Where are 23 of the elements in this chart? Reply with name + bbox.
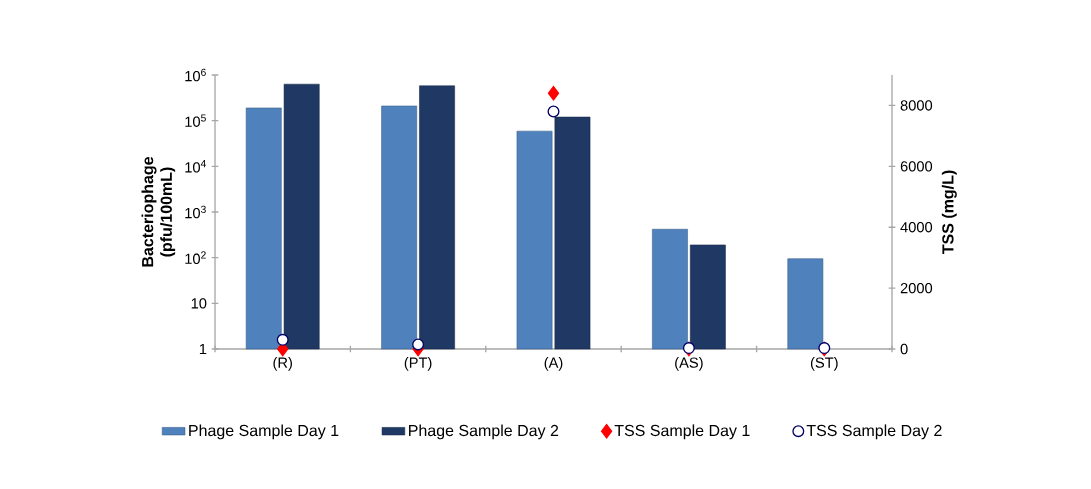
y-tick-label: 10$^{4}$ — [185, 160, 206, 173]
y-tick-label: 10$^{2}$ — [185, 251, 206, 264]
y-tick-label: 1 — [199, 343, 207, 355]
y-axis-title: Bacteriophage (pfu/100mL) — [141, 156, 176, 267]
y2-tick-label: 8000 — [900, 100, 933, 111]
y-tick-label: 10$^{6}$ — [185, 68, 206, 82]
legend-label: Phage Sample Day 1 — [189, 424, 339, 440]
y2-axis-title: TSS (mg/L) — [941, 170, 957, 255]
y-tick-label: 10$^{3}$ — [185, 205, 206, 219]
legend-label: TSS Sample Day 1 — [614, 424, 750, 440]
x-tick-label: (PT) — [404, 357, 432, 371]
legend-label: TSS Sample Day 2 — [806, 424, 942, 440]
y2-tick-label: 6000 — [900, 161, 933, 172]
y2-tick-label: 2000 — [900, 282, 933, 294]
x-tick-label: (ST) — [810, 357, 838, 371]
legend-label: Phage Sample Day 2 — [409, 424, 559, 440]
y2-tick-label: 4000 — [900, 222, 933, 233]
x-tick-label: (R) — [273, 357, 292, 371]
y-tick-label: 10$^{5}$ — [185, 114, 206, 127]
x-tick-label: (AS) — [675, 357, 703, 371]
y2-tick-label: 0 — [900, 343, 908, 355]
x-tick-label: (A) — [544, 357, 563, 371]
y-tick-label: 10 — [191, 298, 207, 309]
